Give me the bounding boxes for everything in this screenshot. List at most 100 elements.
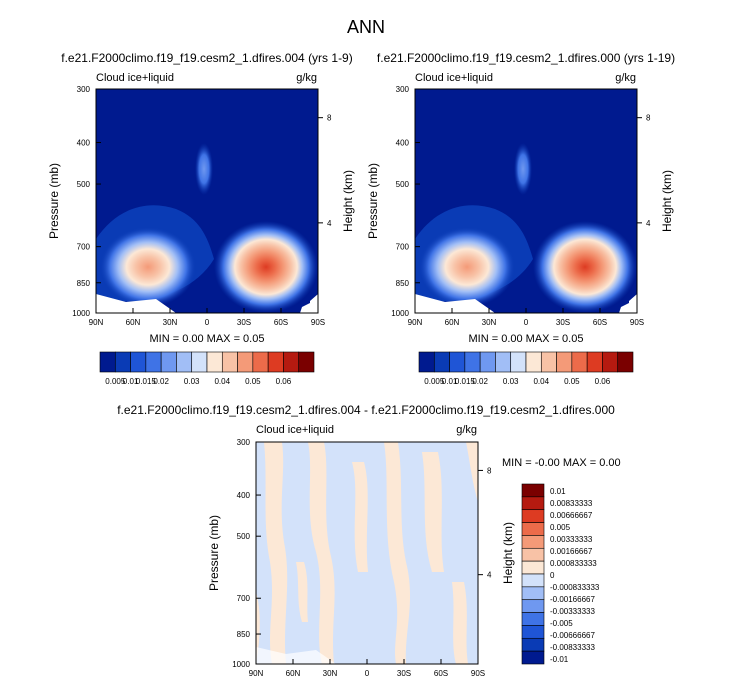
colorbar-label: 0.05: [245, 377, 261, 386]
colorbar-swatch: [521, 483, 545, 498]
x-tick-label: 60N: [126, 318, 141, 327]
y-tick-label: 850: [237, 630, 251, 639]
colorbar-swatch: [283, 351, 300, 373]
colorbar-swatch: [298, 351, 315, 373]
colorbar-label: 0.000833333: [550, 559, 597, 568]
colorbar-swatch: [449, 351, 466, 373]
panel-3-title: f.e21.F2000climo.f19_f19.cesm2_1.dfires.…: [117, 403, 615, 417]
panel-3-axes: 90N 60N 30N 0 30S 60S 90S 300 400 500 700 850 1000 8 4: [232, 438, 492, 678]
x-tick-label: 60S: [593, 318, 607, 327]
colorbar-swatch: [556, 351, 573, 373]
colorbar-swatch: [176, 351, 193, 373]
colorbar-swatch: [540, 351, 557, 373]
colorbar-swatch: [521, 625, 545, 639]
panel-2-stats: MIN = 0.00 MAX = 0.05: [469, 333, 584, 345]
x-tick-label: 60S: [434, 669, 448, 678]
y-tick-label: 850: [396, 279, 410, 288]
x-tick-label: 90S: [311, 318, 325, 327]
panel-2-title: f.e21.F2000climo.f19_f19.cesm2_1.dfires.…: [377, 51, 675, 65]
colorbar-swatch: [267, 351, 284, 373]
page-title: ANN: [347, 17, 385, 37]
colorbar-label: 0.005: [105, 377, 126, 386]
panel-3-right-label: g/kg: [456, 424, 477, 436]
colorbar-swatch: [521, 522, 545, 536]
colorbar-label: 0.01: [550, 487, 566, 496]
colorbar-swatch: [521, 586, 545, 601]
colorbar-label: 0.015: [136, 377, 157, 386]
panel-1-axes: 90N 60N 30N 0 30S 60S 90S 300 400 500 700 850 1000 8 4: [72, 85, 332, 327]
panel-1-right-label: g/kg: [296, 72, 317, 84]
colorbar-label: 0.00666667: [550, 511, 593, 520]
colorbar-swatch: [521, 535, 545, 549]
colorbar-swatch: [521, 560, 545, 575]
colorbar-swatch: [602, 351, 619, 373]
colorbar-swatch: [521, 650, 545, 665]
colorbar-label: -0.01: [550, 655, 569, 664]
panel-3-ylabel-right: Height (km): [501, 522, 515, 584]
y-tick-label: 1000: [72, 309, 90, 318]
panel-3-stats: MIN = -0.00 MAX = 0.00: [502, 457, 621, 469]
x-tick-label: 30S: [556, 318, 570, 327]
colorbar-swatch: [464, 351, 481, 373]
colorbar-label: 0.02: [153, 377, 169, 386]
panel-3-field: [256, 442, 478, 664]
colorbar-swatch: [252, 351, 269, 373]
y-right-tick-label: 8: [646, 114, 651, 123]
panel-2-axes: 90N 60N 30N 0 30S 60S 90S 300 400 500 700 850 1000 8 4: [391, 85, 651, 327]
x-tick-label: 60S: [274, 318, 288, 327]
y-right-tick-label: 4: [646, 219, 651, 228]
y-tick-label: 500: [237, 532, 251, 541]
y-tick-label: 500: [77, 180, 91, 189]
panel-1-ylabel-right: Height (km): [341, 170, 355, 232]
colorbar-swatch: [160, 351, 177, 373]
colorbar-swatch: [191, 351, 208, 373]
y-tick-label: 700: [77, 243, 91, 252]
x-tick-label: 90N: [249, 669, 264, 678]
colorbar-label: 0.00333333: [550, 535, 593, 544]
colorbar-swatch: [617, 351, 634, 373]
colorbar-swatch: [206, 351, 223, 373]
panel-1-field: [96, 89, 318, 313]
panel-2: f.e21.F2000climo.f19_f19.cesm2_1.dfires.…: [366, 51, 675, 386]
colorbar-swatch: [521, 573, 545, 588]
y-tick-label: 400: [237, 491, 251, 500]
colorbar-label: 0.00833333: [550, 499, 593, 508]
colorbar-swatch: [521, 599, 545, 613]
y-tick-label: 700: [237, 594, 251, 603]
x-tick-label: 30N: [482, 318, 497, 327]
colorbar-swatch: [433, 351, 450, 373]
x-tick-label: 90N: [408, 318, 423, 327]
colorbar-swatch: [99, 351, 116, 373]
y-tick-label: 850: [77, 279, 91, 288]
panel-3-colorbar: 0.01 0.00833333 0.00666667 0.005 0.00333333 0…: [521, 483, 600, 665]
panel-2-ylabel-right: Height (km): [660, 170, 674, 232]
y-tick-label: 1000: [391, 309, 409, 318]
panel-2-ylabel: Pressure (mb): [366, 163, 380, 239]
colorbar-label: 0.04: [214, 377, 230, 386]
colorbar-swatch: [521, 509, 545, 523]
colorbar-label: 0: [550, 571, 555, 580]
x-tick-label: 30N: [163, 318, 178, 327]
colorbar-label: 0.06: [276, 377, 292, 386]
y-right-tick-label: 8: [327, 114, 332, 123]
colorbar-label: 0.015: [455, 377, 476, 386]
colorbar-swatch: [130, 351, 147, 373]
x-tick-label: 30S: [237, 318, 251, 327]
y-tick-label: 300: [396, 85, 410, 94]
colorbar-label: -0.00666667: [550, 631, 595, 640]
panel-1-title: f.e21.F2000climo.f19_f19.cesm2_1.dfires.…: [61, 51, 352, 65]
panel-1-left-label: Cloud ice+liquid: [96, 72, 174, 84]
panel-2-field: [415, 89, 637, 313]
colorbar-swatch: [145, 351, 162, 373]
panel-2-right-label: g/kg: [615, 72, 636, 84]
panel-1: f.e21.F2000climo.f19_f19.cesm2_1.dfires.…: [47, 51, 355, 386]
y-tick-label: 400: [77, 139, 91, 148]
colorbar-label: 0.01: [442, 377, 458, 386]
colorbar-label: 0.005: [424, 377, 445, 386]
colorbar-label: 0.005: [550, 523, 571, 532]
x-tick-label: 0: [205, 318, 210, 327]
y-tick-label: 300: [237, 438, 251, 447]
colorbar-label: 0.06: [595, 377, 611, 386]
